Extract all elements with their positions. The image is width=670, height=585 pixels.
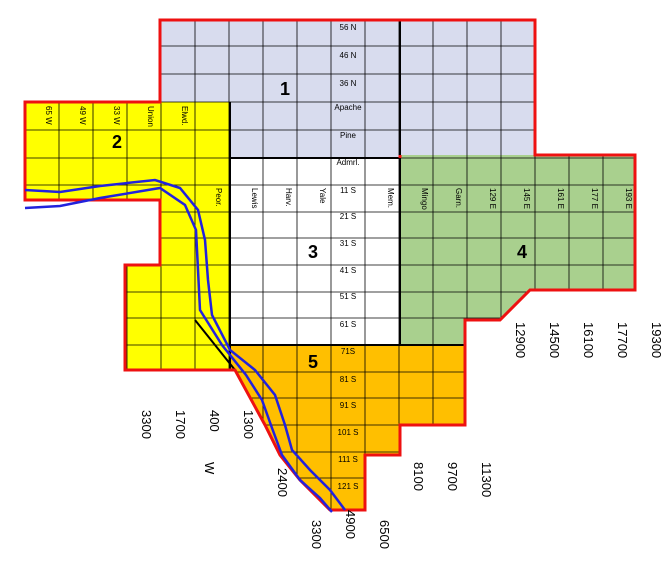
city-boundary	[23, 18, 637, 512]
address-number: W	[202, 462, 217, 475]
district-2-area	[25, 102, 230, 370]
address-number: 1700	[173, 410, 188, 439]
address-number: 19300	[649, 322, 664, 358]
address-number: 3300	[139, 410, 154, 439]
district-3-label: 3	[308, 242, 318, 262]
street-label: Elwd.	[180, 106, 189, 126]
street-label: 49 W	[78, 106, 87, 125]
district-3-area	[230, 158, 400, 345]
address-number: 17700	[615, 322, 630, 358]
address-number: 9700	[445, 462, 460, 491]
address-number: 14500	[547, 322, 562, 358]
address-number: 4900	[343, 510, 358, 539]
street-label: 41 S	[340, 266, 356, 275]
street-label: 91 S	[340, 401, 356, 410]
street-label: 51 S	[340, 292, 356, 301]
street-label: 81 S	[340, 375, 356, 384]
street-label: 121 S	[338, 482, 359, 491]
street-label: Lewis	[250, 188, 259, 208]
street-label: Mingo	[420, 188, 429, 210]
street-label: 33 W	[112, 106, 121, 125]
river	[24, 178, 346, 513]
street-label: Yale	[318, 188, 327, 204]
address-number: 400	[207, 410, 222, 432]
street-label: Admrl.	[336, 158, 359, 167]
street-label: Pine	[340, 131, 357, 140]
street-label: 65 W	[44, 106, 53, 125]
street-label: Harv.	[284, 188, 293, 207]
address-number: 12900	[513, 322, 528, 358]
district-4-area	[400, 155, 635, 345]
street-label: 193 E	[624, 188, 633, 209]
street-label: Apache	[334, 103, 362, 112]
district-2-label: 2	[112, 132, 122, 152]
district-5-label: 5	[308, 352, 318, 372]
address-number: 2400	[275, 468, 290, 497]
address-scale: 3300 1700 400 W 1300 2400 3300 4900 6500 8100 9700…	[139, 322, 664, 549]
street-label: Garn.	[454, 188, 463, 208]
street-label: 11 S	[340, 186, 356, 195]
district-1-label: 1	[280, 79, 290, 99]
street-label: 161 E	[556, 188, 565, 209]
address-number: 11300	[479, 462, 494, 497]
street-label: Mem.	[386, 188, 395, 208]
street-label: 56 N	[340, 23, 357, 32]
address-number: 8100	[411, 462, 426, 491]
district-5-area	[230, 345, 465, 510]
street-label: 101 S	[338, 428, 359, 437]
street-label: 21 S	[340, 212, 356, 221]
district-4-label: 4	[517, 242, 527, 262]
street-label: 111 S	[338, 455, 358, 464]
street-label: Union	[146, 106, 155, 127]
street-label: 31 S	[340, 239, 356, 248]
street-label: 61 S	[340, 320, 356, 329]
street-label: 46 N	[340, 51, 357, 60]
address-number: 3300	[309, 520, 324, 549]
address-number: 1300	[241, 410, 256, 439]
street-label: 36 N	[340, 79, 357, 88]
district-1-area	[160, 20, 535, 158]
address-number: 6500	[377, 520, 392, 549]
street-label: 145 E	[522, 188, 531, 209]
street-label: 129 E	[488, 188, 497, 209]
street-label: 71S	[341, 347, 355, 356]
street-label: 177 E	[590, 188, 599, 209]
street-label: Peor.	[214, 188, 223, 207]
address-number: 16100	[581, 322, 596, 358]
